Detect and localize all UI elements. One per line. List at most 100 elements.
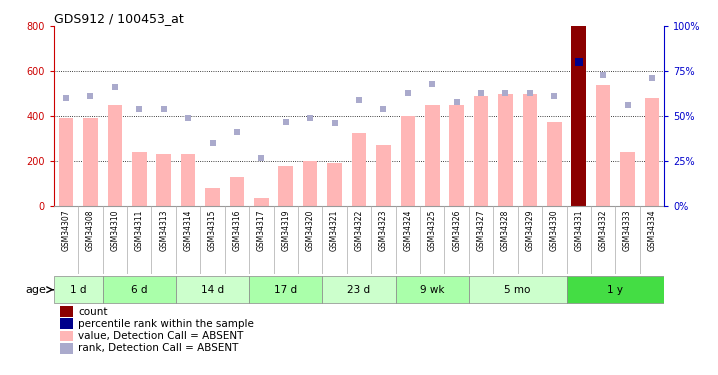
Text: 5 mo: 5 mo [505, 285, 531, 295]
Bar [596, 85, 610, 206]
Text: GSM34315: GSM34315 [208, 210, 217, 251]
Text: GSM34310: GSM34310 [111, 210, 119, 251]
Bar [469, 276, 567, 303]
Bar [322, 276, 396, 303]
Bar [205, 188, 220, 206]
Bar [59, 118, 73, 206]
Text: GSM34323: GSM34323 [379, 210, 388, 251]
Text: GSM34313: GSM34313 [159, 210, 168, 251]
Bar [108, 105, 122, 206]
Point [475, 90, 487, 96]
Text: GSM34321: GSM34321 [330, 210, 339, 251]
Text: GDS912 / 100453_at: GDS912 / 100453_at [54, 12, 184, 25]
Text: 1 y: 1 y [607, 285, 623, 295]
Text: GSM34319: GSM34319 [281, 210, 290, 251]
Bar [303, 161, 317, 206]
Text: GSM34307: GSM34307 [62, 210, 70, 251]
Point [231, 129, 243, 135]
Text: 6 d: 6 d [131, 285, 147, 295]
Text: GSM34325: GSM34325 [428, 210, 437, 251]
Point [329, 120, 340, 126]
Bar [176, 276, 249, 303]
Bar [60, 318, 73, 329]
Bar [523, 94, 537, 206]
Bar [620, 152, 635, 206]
Bar [327, 164, 342, 206]
Text: 17 d: 17 d [274, 285, 297, 295]
Text: GSM34327: GSM34327 [477, 210, 485, 251]
Text: GSM34329: GSM34329 [526, 210, 534, 251]
Point [256, 154, 267, 160]
Text: percentile rank within the sample: percentile rank within the sample [78, 319, 254, 329]
Bar [181, 154, 195, 206]
Bar [254, 198, 269, 206]
Point [182, 115, 194, 121]
Bar [498, 94, 513, 206]
Point [622, 102, 633, 108]
Bar [157, 154, 171, 206]
Text: GSM34322: GSM34322 [355, 210, 363, 251]
Bar [103, 276, 176, 303]
Bar [54, 276, 103, 303]
Text: 14 d: 14 d [201, 285, 224, 295]
Point [646, 75, 658, 81]
Bar [449, 105, 464, 206]
Text: rank, Detection Call = ABSENT: rank, Detection Call = ABSENT [78, 343, 238, 353]
Point [60, 95, 72, 101]
Point [573, 59, 584, 65]
Point [353, 97, 365, 103]
Text: age: age [26, 285, 47, 295]
Point [500, 90, 511, 96]
Bar [376, 146, 391, 206]
Point [549, 93, 560, 99]
Bar [547, 122, 561, 206]
Text: 23 d: 23 d [348, 285, 370, 295]
Bar [396, 276, 469, 303]
Text: 9 wk: 9 wk [420, 285, 444, 295]
Point [280, 118, 292, 124]
Point [158, 106, 169, 112]
Bar [401, 116, 415, 206]
Bar [352, 133, 366, 206]
Point [524, 90, 536, 96]
Bar [249, 276, 322, 303]
Text: GSM34314: GSM34314 [184, 210, 192, 251]
Bar [60, 306, 73, 317]
Bar [425, 105, 439, 206]
Point [304, 115, 316, 121]
Text: GSM34332: GSM34332 [599, 210, 607, 251]
Point [134, 106, 145, 112]
Bar [83, 118, 98, 206]
Point [378, 106, 389, 112]
Text: GSM34328: GSM34328 [501, 210, 510, 251]
Text: count: count [78, 307, 108, 316]
Point [597, 72, 609, 78]
Text: GSM34316: GSM34316 [233, 210, 241, 251]
Text: value, Detection Call = ABSENT: value, Detection Call = ABSENT [78, 331, 243, 341]
Bar [645, 98, 659, 206]
Bar [567, 276, 664, 303]
Bar [279, 166, 293, 206]
Bar [60, 331, 73, 341]
Text: GSM34333: GSM34333 [623, 210, 632, 251]
Bar [474, 96, 488, 206]
Text: GSM34317: GSM34317 [257, 210, 266, 251]
Text: GSM34308: GSM34308 [86, 210, 95, 251]
Text: GSM34326: GSM34326 [452, 210, 461, 251]
Point [402, 90, 414, 96]
Point [109, 84, 121, 90]
Text: GSM34334: GSM34334 [648, 210, 656, 251]
Bar [230, 177, 244, 206]
Point [451, 99, 462, 105]
Text: GSM34324: GSM34324 [404, 210, 412, 251]
Point [426, 81, 438, 87]
Text: GSM34311: GSM34311 [135, 210, 144, 251]
Point [85, 93, 96, 99]
Point [207, 140, 218, 146]
Text: GSM34320: GSM34320 [306, 210, 314, 251]
Text: GSM34330: GSM34330 [550, 210, 559, 251]
Text: GSM34331: GSM34331 [574, 210, 583, 251]
Bar [60, 343, 73, 354]
Bar [572, 26, 586, 206]
Text: 1 d: 1 d [70, 285, 86, 295]
